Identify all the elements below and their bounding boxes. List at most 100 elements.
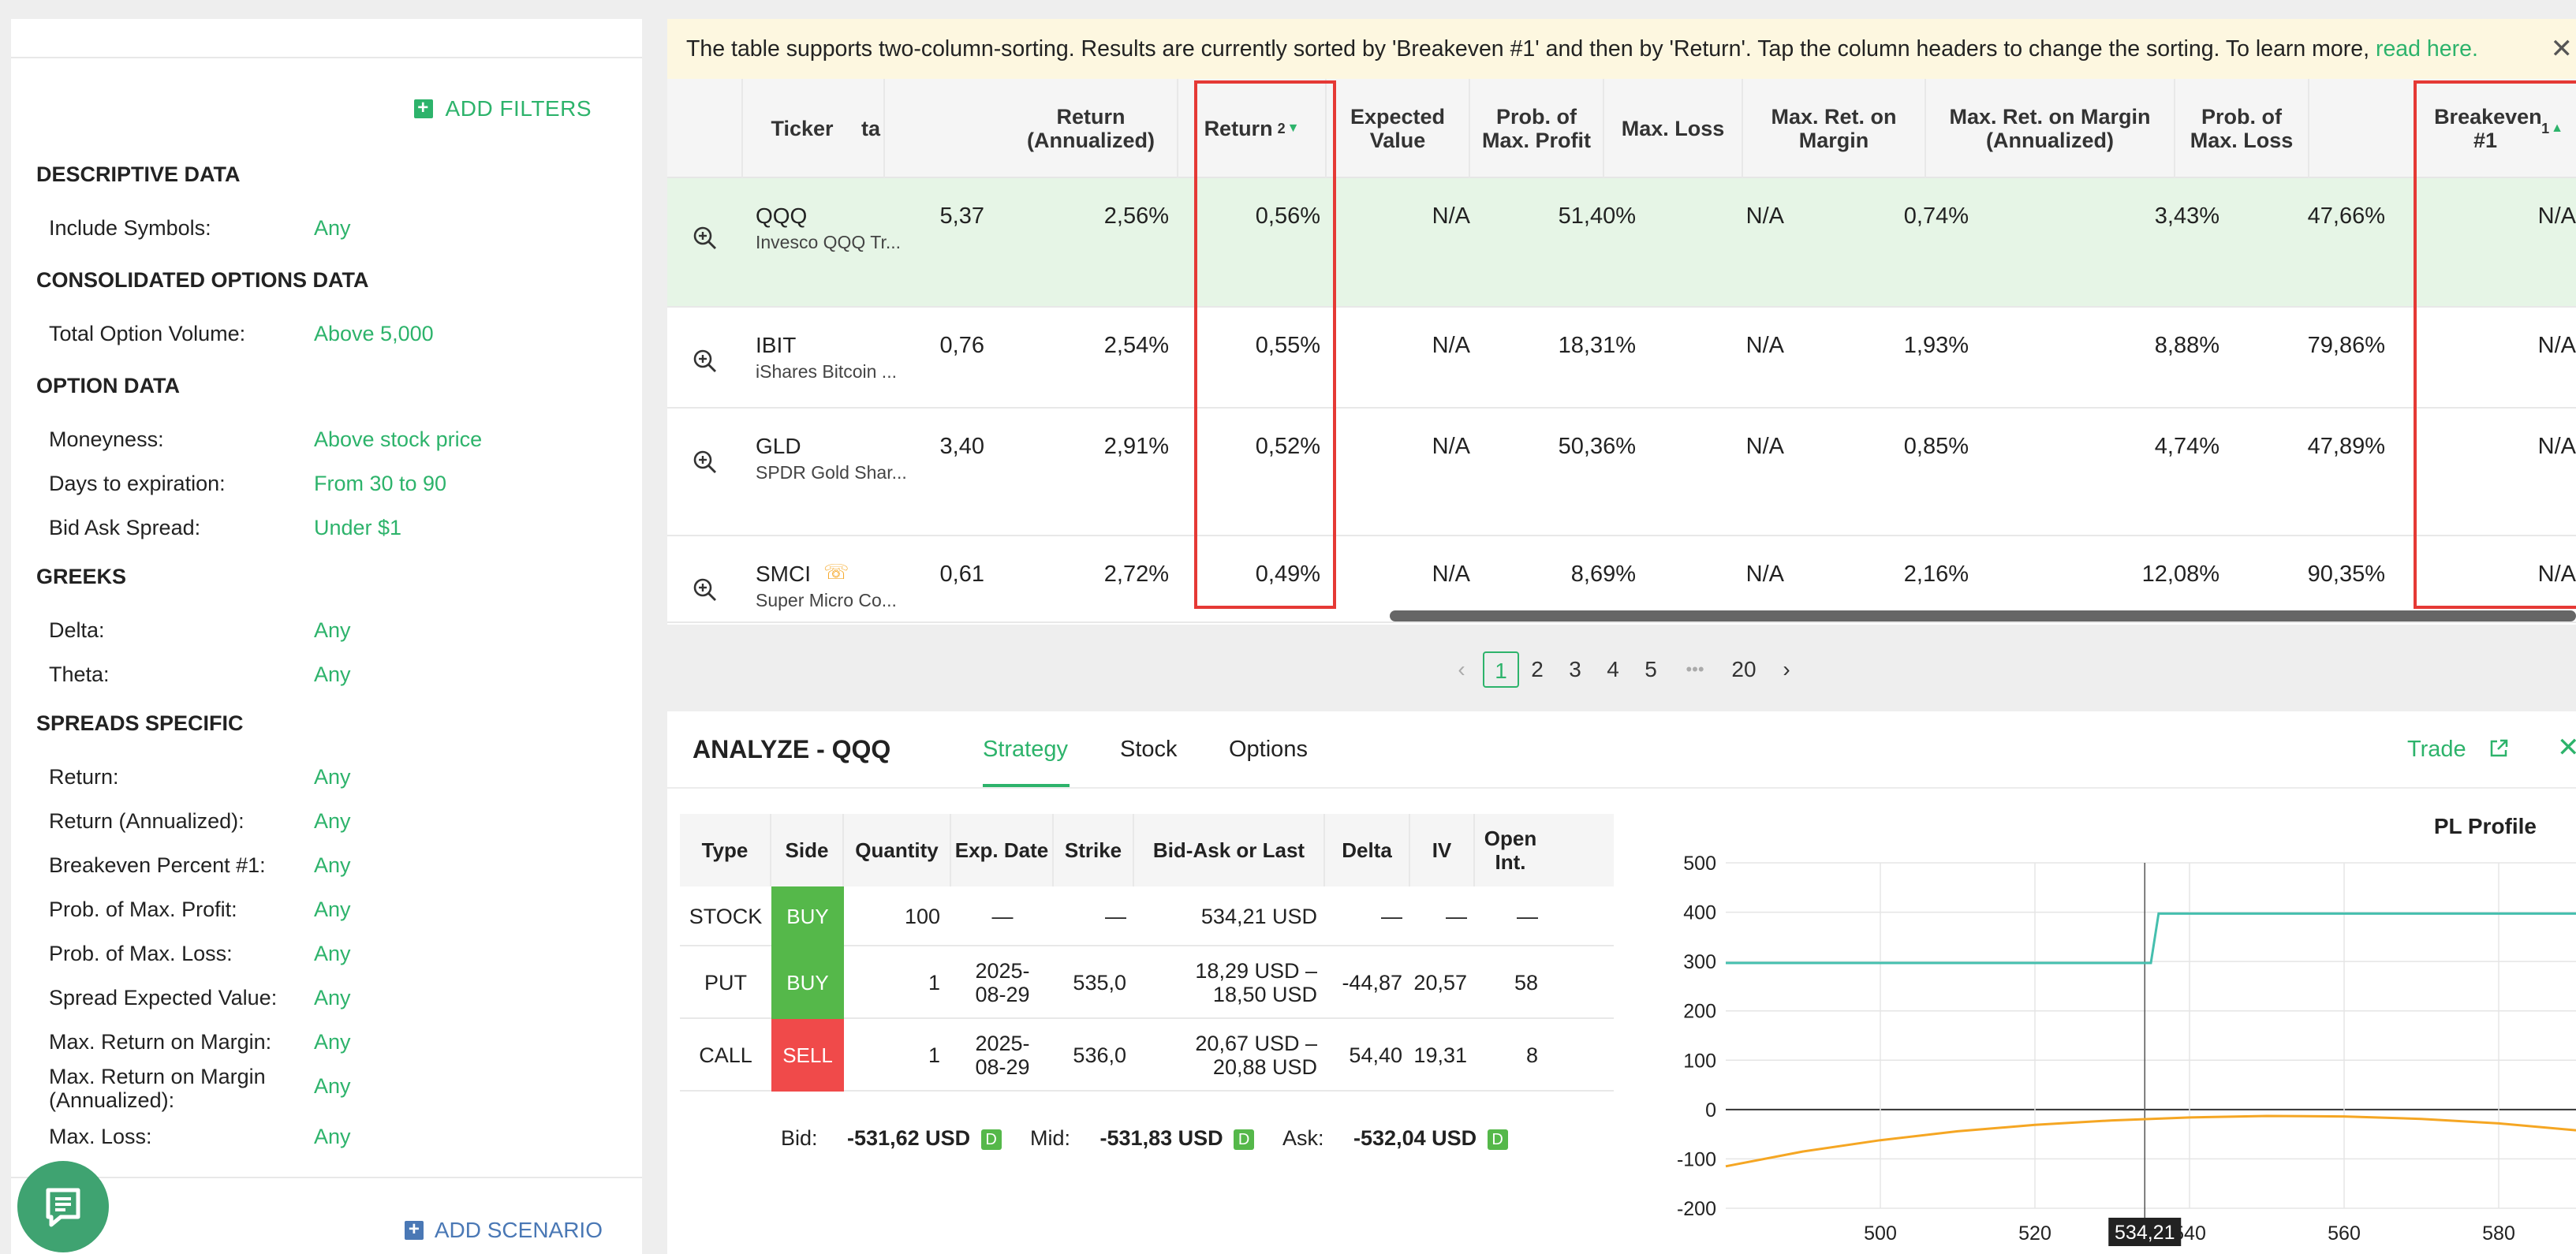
filter-value[interactable]: Any xyxy=(314,1030,351,1054)
tab-strategy[interactable]: Strategy xyxy=(983,737,1068,762)
header-max-ret-margin-annualized[interactable]: Max. Ret. on Margin (Annualized) xyxy=(1926,79,2175,178)
filter-value[interactable]: Above stock price xyxy=(314,427,483,451)
add-filters-label: ADD FILTERS xyxy=(445,96,592,121)
table-row[interactable]: SMCI ☏ Super Micro Co... 0,61 2,72% 0,49% N/A 8… xyxy=(667,536,2576,623)
read-here-link[interactable]: read here. xyxy=(2375,36,2478,62)
zoom-in-icon[interactable] xyxy=(693,349,718,374)
filter-value[interactable]: Any xyxy=(314,1074,351,1098)
row-symbol[interactable]: IBIT xyxy=(756,333,797,357)
leg-bid-ask-line1: 20,67 USD – xyxy=(1195,1032,1317,1055)
cell-max-ret-margin: 0,85% xyxy=(1903,434,1969,459)
zoom-in-icon[interactable] xyxy=(693,577,718,603)
trade-button[interactable]: Trade xyxy=(2407,737,2509,763)
header-return-annualized[interactable]: Return (Annualized) xyxy=(1005,79,1178,178)
filter-label: Return: xyxy=(49,765,119,789)
horizontal-scrollbar[interactable] xyxy=(1390,610,2576,621)
row-symbol[interactable]: GLD xyxy=(756,434,801,458)
legs-header-bid-ask: Bid-Ask or Last xyxy=(1134,814,1325,886)
table-row[interactable]: IBIT iShares Bitcoin ... 0,76 2,54% 0,55% N/A… xyxy=(667,308,2576,409)
filter-value[interactable]: Any xyxy=(314,942,351,965)
legs-header-open-int: Open Int. xyxy=(1475,814,1546,886)
cell-return: 0,52% xyxy=(1255,434,1320,459)
cell-breakeven: N/A xyxy=(2537,203,2576,229)
filter-value[interactable]: Above 5,000 xyxy=(314,322,434,345)
filter-label: Max. Return on Margin (Annualized): xyxy=(49,1065,266,1112)
filter-value[interactable]: Any xyxy=(314,853,351,877)
pl-profile-chart[interactable]: PL Profile 500 400 300 200 100 0 -100 -200 500 52… xyxy=(1639,814,2576,1254)
filter-label: Total Option Volume: xyxy=(49,322,246,345)
header-prob-max-profit[interactable]: Prob. of Max. Profit xyxy=(1470,79,1604,178)
cell-prob-profit: 51,40% xyxy=(1558,203,1636,229)
header-max-ret-margin[interactable]: Max. Ret. on Margin xyxy=(1743,79,1926,178)
pl-today-line xyxy=(1725,1114,2576,1168)
filter-value[interactable]: From 30 to 90 xyxy=(314,472,447,495)
zoom-in-icon[interactable] xyxy=(693,450,718,475)
ask-label: Ask: xyxy=(1282,1126,1324,1150)
leg-exp-date-line2: 08-29 xyxy=(975,1055,1030,1079)
leg-iv: 20,57 xyxy=(1413,971,1467,995)
cell-prob-profit: 18,31% xyxy=(1558,333,1636,358)
tab-options[interactable]: Options xyxy=(1229,737,1308,762)
page-1-button[interactable]: 1 xyxy=(1483,651,1519,688)
page-3-button[interactable]: 3 xyxy=(1569,657,1581,681)
cell-expected: N/A xyxy=(1432,203,1470,229)
leg-exp-date-line2: 08-29 xyxy=(975,983,1030,1006)
filter-value[interactable]: Any xyxy=(314,986,351,1010)
header-breakeven[interactable]: Breakeven #1 1 ▲ xyxy=(2420,79,2576,178)
table-row[interactable]: GLD SPDR Gold Shar... 3,40 2,91% 0,52% N/A 50,… xyxy=(667,409,2576,536)
legs-header-iv: IV xyxy=(1410,814,1475,886)
next-page-icon[interactable]: › xyxy=(1783,657,1790,681)
cell-breakeven: N/A xyxy=(2537,333,2576,358)
row-symbol[interactable]: QQQ xyxy=(756,203,808,228)
add-scenario-button[interactable]: + ADD SCENARIO xyxy=(404,1218,603,1243)
pager-ellipsis[interactable]: ••• xyxy=(1686,659,1704,679)
bid-label: Bid: xyxy=(781,1126,818,1150)
leg-delta: -44,87 xyxy=(1342,971,1402,995)
chat-button[interactable] xyxy=(17,1161,109,1252)
filter-value[interactable]: Any xyxy=(314,809,351,833)
filter-value[interactable]: Any xyxy=(314,618,351,642)
leg-strike: — xyxy=(1105,905,1126,928)
page-5-button[interactable]: 5 xyxy=(1645,657,1657,681)
cell-max-loss: N/A xyxy=(1745,333,1784,358)
filter-value[interactable]: Any xyxy=(314,765,351,789)
tab-stock[interactable]: Stock xyxy=(1120,737,1178,762)
add-scenario-label: ADD SCENARIO xyxy=(434,1218,603,1242)
header-ta[interactable]: ta xyxy=(861,79,885,178)
filter-label: Max. Return on Margin: xyxy=(49,1030,272,1054)
close-icon[interactable]: ✕ xyxy=(2550,34,2574,64)
header-max-loss[interactable]: Max. Loss xyxy=(1604,79,1743,178)
page-2-button[interactable]: 2 xyxy=(1531,657,1544,681)
filter-value[interactable]: Under $1 xyxy=(314,516,402,539)
cell-max-ret-margin-ann: 12,08% xyxy=(2141,562,2219,587)
cell-return: 0,56% xyxy=(1255,203,1320,229)
filter-section-title: CONSOLIDATED OPTIONS DATA xyxy=(36,268,369,292)
filter-value[interactable]: Any xyxy=(314,1125,351,1148)
legs-header-delta: Delta xyxy=(1325,814,1410,886)
filter-value[interactable]: Any xyxy=(314,898,351,921)
prev-page-icon[interactable]: ‹ xyxy=(1458,657,1465,681)
table-row[interactable]: QQQ Invesco QQQ Tr... 5,37 2,56% 0,56% N/A 51,… xyxy=(667,178,2576,308)
zoom-in-icon[interactable] xyxy=(693,226,718,251)
y-tick-label: 300 xyxy=(1683,951,1716,973)
page-20-button[interactable]: 20 xyxy=(1731,657,1757,681)
sort-asc-icon: ▲ xyxy=(2551,121,2563,135)
pl-expiration-line xyxy=(1726,912,2576,965)
row-symbol[interactable]: SMCI xyxy=(756,562,811,586)
header-prob-max-loss[interactable]: Prob. of Max. Loss xyxy=(2175,79,2309,178)
filter-section-title: DESCRIPTIVE DATA xyxy=(36,162,241,186)
page-4-button[interactable]: 4 xyxy=(1607,657,1619,681)
analyze-panel: ANALYZE - QQQ Strategy Stock Options Tra… xyxy=(667,711,2576,1254)
add-filters-button[interactable]: + ADD FILTERS xyxy=(413,96,592,121)
header-ticker[interactable]: Ticker xyxy=(771,117,834,140)
header-expected-value[interactable]: Expected Value xyxy=(1327,79,1470,178)
filter-value[interactable]: Any xyxy=(314,662,351,686)
filter-value[interactable]: Any xyxy=(314,216,351,240)
filter-label: Spread Expected Value: xyxy=(49,986,278,1010)
header-return[interactable]: Return 2 ▼ xyxy=(1178,79,1327,178)
y-tick-label: 500 xyxy=(1683,853,1716,875)
legs-header-exp-date: Exp. Date xyxy=(951,814,1054,886)
leg-bid-ask-line2: 18,50 USD xyxy=(1212,983,1317,1006)
close-analyze-icon[interactable]: ✕ xyxy=(2557,733,2576,763)
